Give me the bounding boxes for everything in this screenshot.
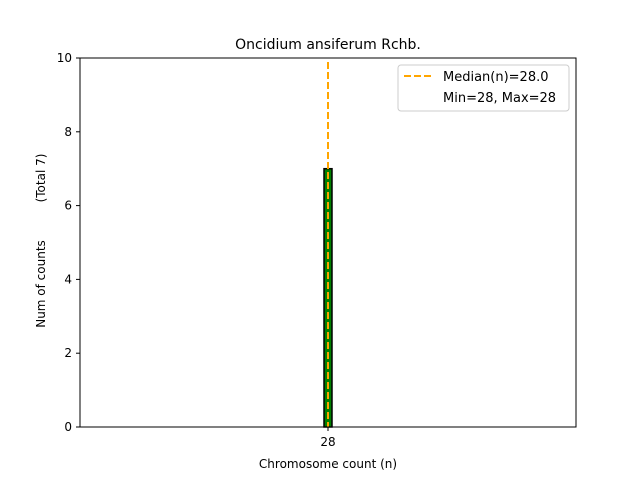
x-tick-label: 28	[320, 435, 335, 449]
legend-box	[397, 64, 570, 112]
legend-minmax-label: Min=28, Max=28	[443, 91, 556, 106]
y-axis-ticks: 0 2 4 6 8 10	[57, 51, 80, 434]
plot-area	[80, 62, 360, 428]
y-tick-label: 6	[64, 199, 72, 213]
y-tick-label: 8	[64, 125, 72, 139]
legend-median-label: Median(n)=28.0	[443, 70, 549, 85]
x-axis-label: Chromosome count (n)	[259, 457, 397, 471]
chart-title: Oncidium ansiferum Rchb.	[235, 37, 421, 53]
y-tick-label: 10	[57, 51, 72, 65]
y-tick-label: 4	[64, 272, 72, 286]
y-axis-label: Num of counts	[34, 240, 48, 328]
legend: Median(n)=28.0 Min=28, Max=28	[397, 64, 570, 112]
y-tick-label: 2	[64, 346, 72, 360]
x-axis-ticks: 28	[320, 427, 336, 449]
y-axis-total-label: (Total 7)	[34, 154, 48, 203]
y-tick-label: 0	[64, 420, 72, 434]
